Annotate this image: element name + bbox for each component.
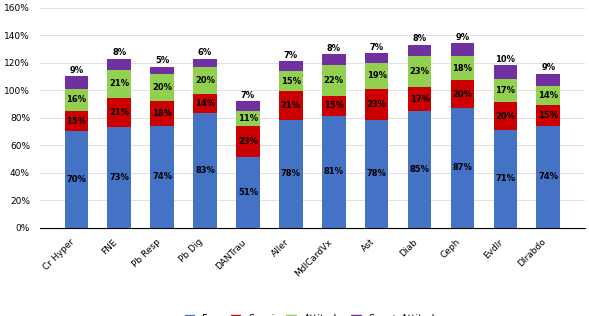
Bar [322,65,346,96]
Text: 74%: 74% [538,172,558,181]
Bar [451,81,474,108]
Bar [236,111,260,126]
Bar [65,76,88,89]
Text: 14%: 14% [538,91,558,100]
Text: 71%: 71% [495,174,515,183]
Text: 85%: 85% [409,165,429,173]
Text: 21%: 21% [109,108,130,117]
Text: 51%: 51% [238,188,258,197]
Text: 83%: 83% [195,166,215,175]
Bar [365,89,389,120]
Bar [65,89,88,111]
Text: 10%: 10% [495,55,515,64]
Text: 15%: 15% [67,117,87,125]
Bar [537,126,560,228]
Text: 15%: 15% [324,101,344,110]
Text: 18%: 18% [152,109,172,118]
Text: 7%: 7% [241,91,255,100]
Bar [537,74,560,86]
Text: 6%: 6% [198,48,212,57]
Bar [408,56,431,87]
Text: 73%: 73% [110,173,129,182]
Text: 16%: 16% [67,95,87,104]
Text: 11%: 11% [238,114,258,123]
Bar [408,111,431,228]
Text: 5%: 5% [155,56,169,65]
Text: 87%: 87% [452,163,472,172]
Bar [236,101,260,111]
Text: 78%: 78% [281,169,301,179]
Text: 20%: 20% [152,83,172,92]
Bar [107,127,131,228]
Bar [451,43,474,56]
Bar [150,67,174,74]
Text: 7%: 7% [369,43,383,52]
Text: 15%: 15% [538,111,558,120]
Bar [193,94,217,113]
Bar [494,130,517,228]
Bar [494,102,517,130]
Bar [322,116,346,228]
Bar [494,65,517,79]
Text: 17%: 17% [409,94,429,104]
Text: 15%: 15% [281,77,301,86]
Text: 21%: 21% [281,101,301,110]
Bar [365,53,389,63]
Bar [537,86,560,105]
Text: 8%: 8% [327,44,341,53]
Bar [279,61,303,71]
Text: 20%: 20% [452,90,472,99]
Bar [279,71,303,92]
Text: 21%: 21% [109,79,130,88]
Text: 23%: 23% [366,100,386,109]
Text: 81%: 81% [324,167,344,176]
Text: 23%: 23% [238,137,258,146]
Text: 7%: 7% [284,51,298,60]
Text: 14%: 14% [195,99,215,108]
Bar [279,120,303,228]
Bar [193,58,217,67]
Text: 8%: 8% [412,34,426,43]
Text: 78%: 78% [367,169,386,179]
Bar [107,70,131,98]
Bar [322,96,346,116]
Bar [107,58,131,70]
Bar [408,87,431,111]
Bar [279,92,303,120]
Bar [65,111,88,131]
Text: 9%: 9% [70,66,84,75]
Bar [236,126,260,157]
Bar [65,131,88,228]
Text: 9%: 9% [541,63,555,72]
Bar [408,45,431,56]
Text: 9%: 9% [455,33,469,42]
Bar [236,157,260,228]
Text: 19%: 19% [366,71,386,80]
Text: 18%: 18% [452,64,472,73]
Bar [150,126,174,228]
Bar [322,54,346,65]
Text: 23%: 23% [409,67,429,76]
Bar [107,98,131,127]
Text: 20%: 20% [495,112,515,121]
Bar [150,101,174,126]
Text: 22%: 22% [324,76,344,85]
Text: 8%: 8% [112,48,126,57]
Legend: Freq, Savoir, Attitude, Sav + Attitude: Freq, Savoir, Attitude, Sav + Attitude [181,310,444,316]
Text: 70%: 70% [67,175,86,184]
Bar [150,74,174,101]
Text: 74%: 74% [152,172,172,181]
Bar [365,63,389,89]
Bar [537,105,560,126]
Text: 20%: 20% [195,76,215,85]
Bar [365,120,389,228]
Bar [451,56,474,81]
Bar [193,113,217,228]
Bar [193,67,217,94]
Text: 17%: 17% [495,86,515,95]
Bar [494,79,517,102]
Bar [451,108,474,228]
